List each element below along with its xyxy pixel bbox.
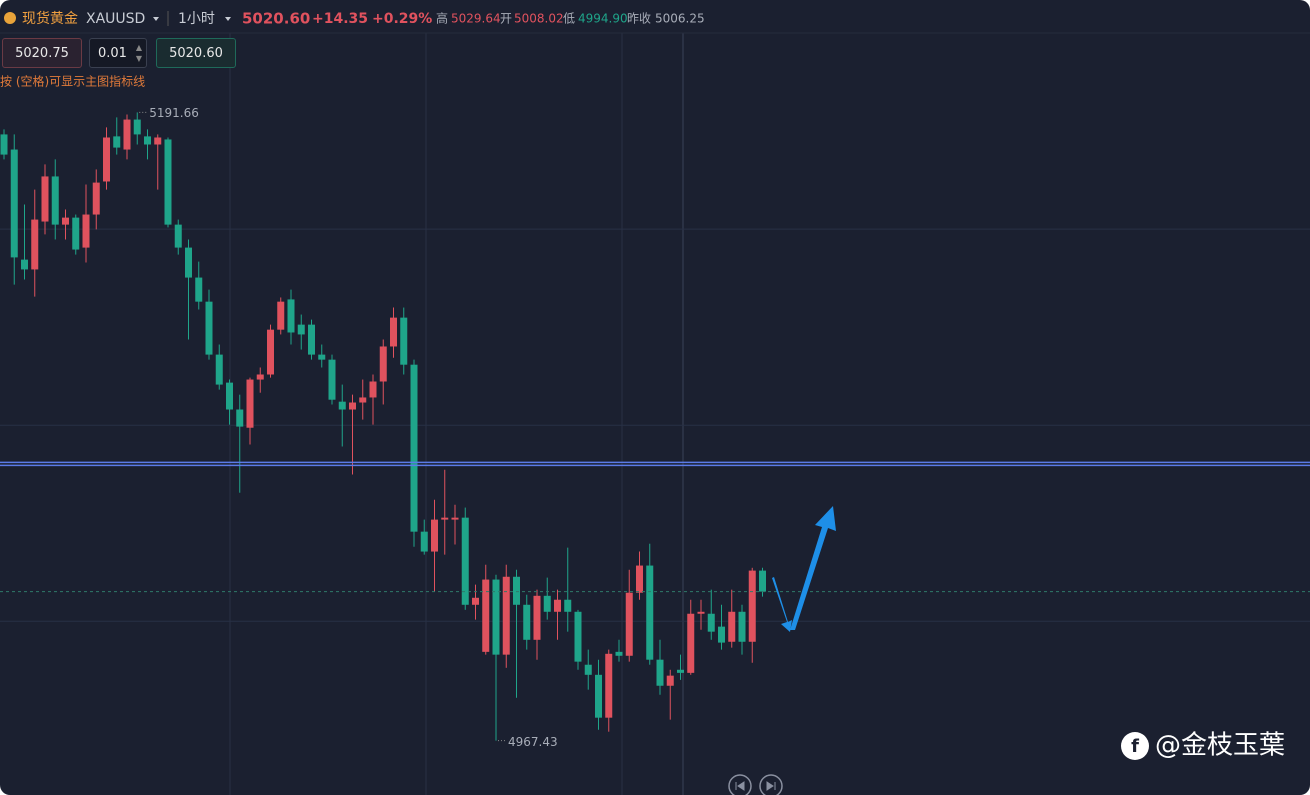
candle-body (482, 579, 490, 652)
candle-body (113, 136, 121, 148)
candle-body (441, 517, 449, 520)
candle-body (718, 626, 725, 643)
candle-body (728, 611, 736, 642)
candle-body (625, 592, 633, 656)
spinner[interactable]: ▲ ▼ (135, 43, 142, 63)
candle-body (595, 674, 602, 718)
candle-body (410, 364, 418, 532)
candle-body (103, 137, 110, 182)
bid-price: 5020.60 (169, 45, 223, 61)
candle-body (287, 299, 295, 333)
candle-body (21, 259, 28, 270)
candle-body (349, 402, 356, 410)
ask-button[interactable]: 5020.75 (2, 38, 82, 68)
candle-body (236, 409, 244, 427)
candle-body (174, 224, 182, 248)
candle-body (543, 595, 551, 612)
candle-body (133, 119, 141, 135)
candle-body (205, 301, 213, 355)
candle-body (62, 217, 69, 225)
candle-body (267, 329, 274, 375)
lot-value: 0.01 (98, 45, 127, 61)
candle-body (656, 659, 664, 686)
candle-body (584, 664, 592, 675)
candle-body (297, 324, 305, 335)
candle-body (41, 176, 49, 222)
lot-input[interactable]: 0.01 ▲ ▼ (89, 38, 147, 68)
candle-body (697, 611, 705, 614)
candle-body (605, 653, 613, 718)
candle-body (215, 354, 223, 385)
candle-body (564, 599, 572, 612)
candle-body (574, 611, 582, 662)
candle-body (72, 217, 80, 250)
high-label: 5191.66 (149, 106, 199, 120)
bid-button[interactable]: 5020.60 (156, 38, 236, 68)
candle-body (0, 134, 8, 155)
candle-body (390, 317, 397, 347)
candle-body (154, 137, 162, 145)
candle-body (256, 374, 264, 380)
candle-body (359, 397, 367, 403)
candle-body (523, 604, 531, 640)
ask-price: 5020.75 (15, 45, 69, 61)
candle-body (636, 565, 643, 593)
candle-body (502, 576, 510, 655)
candle-body (707, 613, 715, 632)
candle-body (738, 611, 746, 642)
candle-body (554, 599, 561, 612)
candle-body (31, 219, 39, 270)
candle-body (338, 401, 346, 410)
candle-body (328, 359, 336, 400)
candle-body (51, 176, 59, 225)
candle-body (195, 277, 203, 302)
candle-body (666, 675, 674, 686)
candle-body (451, 517, 459, 520)
candle-body (164, 139, 172, 225)
low-label: 4967.43 (508, 735, 558, 749)
candle-body (759, 570, 766, 592)
candle-body (748, 570, 756, 642)
candle-body (513, 576, 520, 605)
candle-body (400, 317, 408, 365)
candle-body (10, 149, 18, 258)
candle-body (246, 379, 254, 428)
candle-body (144, 136, 151, 145)
candle-body (277, 301, 285, 330)
candle-body (379, 346, 387, 382)
candle-body (492, 579, 500, 655)
candle-body (318, 354, 326, 360)
candle-body (123, 119, 131, 150)
candle-body (369, 381, 377, 398)
candle-body (431, 519, 438, 552)
candle-body (615, 651, 623, 656)
candle-body (687, 613, 695, 673)
candle-body (185, 247, 192, 278)
candle-body (646, 565, 654, 660)
candle-body (226, 382, 233, 410)
candle-body (92, 182, 100, 215)
candle-body (677, 669, 684, 673)
candle-body (420, 531, 428, 552)
candle-body (472, 597, 479, 605)
candle-body (308, 324, 315, 355)
candle-body (533, 595, 541, 640)
candle-body (82, 214, 90, 248)
candle-body (461, 517, 469, 605)
